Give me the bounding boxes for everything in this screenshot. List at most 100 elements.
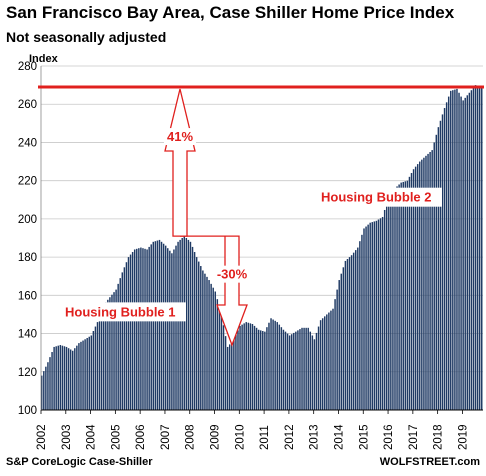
bar	[468, 92, 471, 410]
bar	[268, 322, 270, 410]
bar	[363, 228, 365, 410]
bar	[169, 250, 171, 410]
bar	[98, 316, 101, 410]
bar	[41, 375, 43, 410]
bar	[456, 88, 458, 410]
bar	[288, 335, 291, 410]
bar	[270, 318, 272, 410]
bar	[307, 327, 309, 410]
bar	[138, 248, 140, 410]
bar	[431, 150, 433, 411]
bar	[175, 245, 177, 410]
bar	[67, 348, 70, 410]
x-tick-label: 2002	[36, 424, 48, 450]
bar	[357, 247, 359, 410]
axes	[40, 66, 483, 414]
bar	[414, 166, 417, 410]
bar	[94, 326, 97, 410]
bar	[474, 85, 477, 410]
bar	[228, 344, 231, 410]
bar	[326, 314, 328, 410]
bar	[373, 221, 376, 410]
bar	[259, 330, 262, 410]
bar	[470, 90, 473, 411]
bar	[336, 289, 338, 410]
bar	[133, 249, 136, 410]
bar	[284, 331, 287, 410]
bar	[144, 248, 146, 410]
label-30-bg	[210, 265, 254, 283]
chart-title: San Francisco Bay Area, Case Shiller Hom…	[6, 3, 455, 22]
y-tick-label: 100	[18, 405, 37, 417]
x-tick-label: 2010	[234, 424, 246, 450]
bar	[102, 304, 105, 410]
bar	[429, 152, 431, 410]
bar	[447, 96, 450, 411]
bar	[92, 331, 95, 410]
annotations: 41% -30% Housing Bubble 1 Housing Bubble 2	[38, 85, 484, 347]
bar	[346, 259, 349, 410]
bar	[212, 287, 214, 410]
bubble2-label-bg	[318, 187, 442, 207]
annotation-housing-bubble-2: Housing Bubble 2	[321, 190, 432, 205]
bar	[255, 327, 258, 410]
bar	[154, 241, 157, 410]
bar	[237, 330, 239, 410]
bar	[222, 325, 225, 410]
bar	[303, 327, 305, 410]
bar	[297, 330, 299, 410]
bar	[171, 253, 173, 410]
bar	[330, 310, 332, 410]
bar	[142, 248, 144, 410]
bar	[262, 331, 264, 410]
x-tick-label: 2008	[185, 424, 197, 450]
bar	[392, 190, 394, 410]
bar	[454, 89, 456, 410]
x-tick-label: 2003	[61, 424, 73, 450]
bar	[84, 339, 86, 410]
bar	[383, 209, 386, 410]
bar	[257, 329, 260, 410]
bar	[324, 316, 326, 410]
x-tick-label: 2013	[309, 424, 321, 450]
bar	[216, 299, 219, 410]
bar	[406, 180, 409, 410]
bar	[293, 332, 295, 410]
bar	[109, 297, 111, 410]
bar	[282, 329, 285, 410]
bar	[466, 95, 469, 410]
y-tick-label: 160	[18, 290, 37, 302]
bar	[125, 262, 128, 410]
bar	[450, 90, 452, 410]
bar	[82, 340, 84, 410]
bar	[472, 87, 475, 411]
bar	[220, 314, 223, 410]
bar	[352, 252, 355, 410]
bar	[332, 308, 334, 410]
bar	[45, 366, 47, 410]
bar	[266, 327, 268, 410]
bar	[204, 273, 206, 410]
bar	[206, 276, 208, 410]
bar	[61, 345, 64, 410]
bubble1-label-bg	[62, 302, 186, 322]
down-arrow	[216, 235, 248, 347]
bar	[369, 222, 371, 410]
bar	[148, 246, 150, 410]
bar	[202, 270, 204, 410]
bar	[290, 334, 293, 410]
bar	[423, 157, 425, 410]
x-tick-label: 2011	[259, 425, 271, 450]
y-tick-label: 140	[18, 329, 37, 341]
bar	[464, 97, 466, 410]
bar	[398, 184, 400, 410]
bar	[51, 352, 53, 410]
x-tick-label: 2018	[433, 424, 445, 450]
bar	[379, 218, 382, 410]
bar	[241, 324, 243, 410]
annotation-41pct: 41%	[167, 129, 193, 144]
bar	[191, 246, 194, 410]
x-tick-labels: 2002 2003 2004 2005 2006 2007 2008 2009 2010 2011…	[36, 424, 469, 450]
bar	[200, 266, 202, 410]
bar	[164, 245, 167, 410]
